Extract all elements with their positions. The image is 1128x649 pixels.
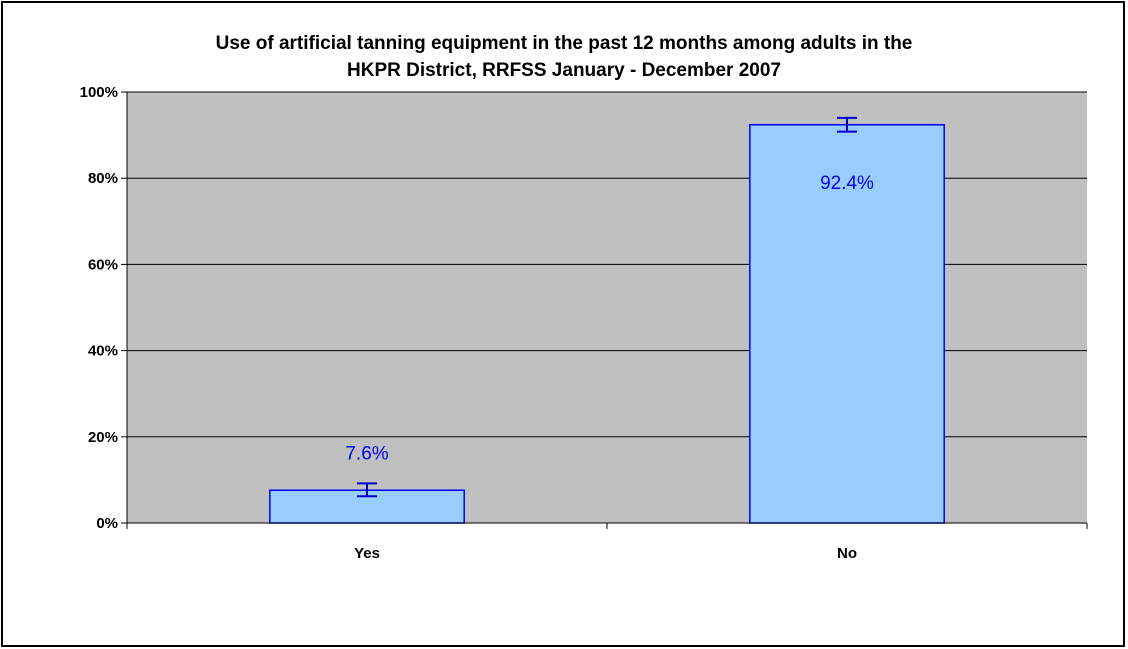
y-tick-label: 100% [80,84,118,101]
axes [121,91,1088,529]
data-label: 7.6% [345,443,388,464]
chart-title-line-1: Use of artificial tanning equipment in t… [215,33,913,54]
y-tick-label: 80% [88,170,118,187]
chart-title-line-2: HKPR District, RRFSS January - December … [347,60,781,81]
x-category-label: No [837,545,857,562]
y-tick-label: 60% [88,256,118,273]
data-label: 92.4% [820,173,874,194]
y-tick-label: 20% [88,429,118,446]
labels: 0% 20% 40% 60% 80% 100% 7.6% Yes 92.4% No [80,84,874,562]
x-category-label: Yes [354,545,380,562]
y-tick-label: 40% [88,343,118,360]
chart-title: Use of artificial tanning equipment in t… [0,30,1128,84]
bar-no [749,124,945,524]
bars [269,116,945,524]
y-tick-label: 0% [96,515,118,532]
